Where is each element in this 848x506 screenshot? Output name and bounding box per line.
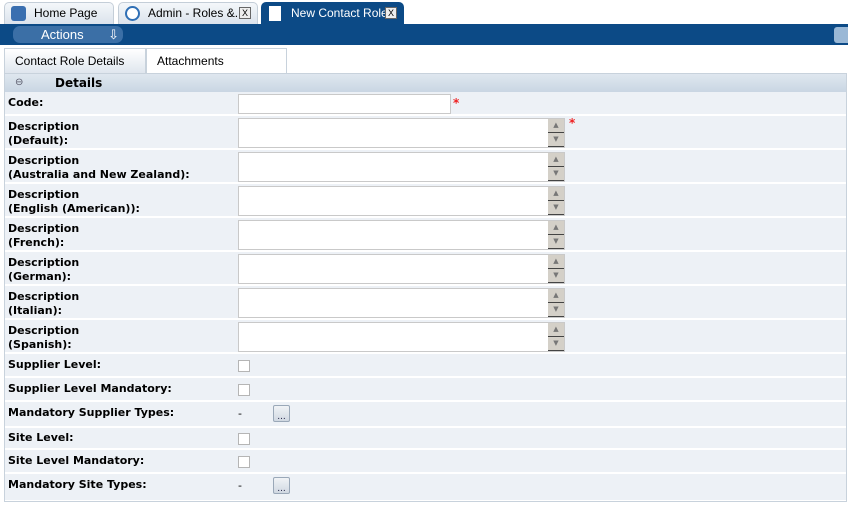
description-textarea[interactable]: ▲ ▼ (238, 186, 565, 216)
supplier-level-mandatory-checkbox[interactable] (238, 384, 250, 396)
close-icon[interactable]: X (239, 7, 251, 19)
site-level-label: Site Level: (8, 431, 74, 444)
description-textarea[interactable]: ▲ ▼ (238, 220, 565, 250)
description-textarea[interactable]: ▲ ▼ (238, 152, 565, 182)
tab-new-contact-role[interactable]: New Contact Role X (261, 2, 404, 24)
scroll-up-icon[interactable]: ▲ (548, 323, 564, 337)
subtab-bar: Contact Role Details Attachments (4, 48, 847, 74)
description-row: Description (Australia and New Zealand): … (5, 150, 846, 184)
tab-bar: Home Page Admin - Roles &.. X New Contac… (0, 0, 848, 24)
subtab-contact-role-details[interactable]: Contact Role Details (4, 48, 146, 74)
section-title: Details (55, 76, 103, 90)
scroll-down-icon[interactable]: ▼ (548, 133, 564, 147)
supplier-level-row: Supplier Level: (5, 354, 846, 378)
scroll-up-icon[interactable]: ▲ (548, 153, 564, 167)
description-textarea[interactable]: ▲ ▼ (238, 322, 565, 352)
site-level-mandatory-checkbox[interactable] (238, 456, 250, 468)
description-row: Description (English (American)): ▲ ▼ (5, 184, 846, 218)
site-level-mandatory-label: Site Level Mandatory: (8, 454, 145, 467)
panel-toggle-icon[interactable] (834, 27, 848, 43)
scroll-down-icon[interactable]: ▼ (548, 269, 564, 283)
home-icon (11, 6, 26, 21)
mandatory-supplier-types-row: Mandatory Supplier Types: -... (5, 402, 846, 428)
actions-label: Actions (41, 27, 84, 42)
supplier-level-mandatory-row: Supplier Level Mandatory: (5, 378, 846, 402)
scroll-up-icon[interactable]: ▲ (548, 255, 564, 269)
description-row: Description (Italian): ▲ ▼ (5, 286, 846, 320)
mandatory-site-types-row: Mandatory Site Types: -... (5, 474, 846, 500)
scrollbar[interactable]: ▲ ▼ (548, 255, 564, 283)
select-site-types-button[interactable]: ... (273, 477, 290, 494)
scrollbar[interactable]: ▲ ▼ (548, 153, 564, 181)
scrollbar[interactable]: ▲ ▼ (548, 119, 564, 147)
scroll-down-icon[interactable]: ▼ (548, 337, 564, 351)
scroll-down-icon[interactable]: ▼ (548, 235, 564, 249)
section-header: ⊖ Details (5, 74, 846, 92)
description-label: Description (Australia and New Zealand): (8, 154, 190, 181)
scrollbar[interactable]: ▲ ▼ (548, 289, 564, 317)
document-icon (269, 6, 281, 21)
mandatory-site-types-label: Mandatory Site Types: (8, 478, 147, 491)
scrollbar[interactable]: ▲ ▼ (548, 323, 564, 351)
scroll-down-icon[interactable]: ▼ (548, 201, 564, 215)
required-marker: * (453, 96, 460, 110)
tab-label: Admin - Roles &.. (148, 6, 242, 20)
subtab-attachments[interactable]: Attachments (146, 48, 287, 74)
description-row: Description (German): ▲ ▼ (5, 252, 846, 286)
description-label: Description (French): (8, 222, 80, 249)
actions-button[interactable]: Actions ⇩ (13, 26, 123, 43)
required-marker: * (569, 116, 576, 130)
supplier-level-mandatory-label: Supplier Level Mandatory: (8, 382, 172, 395)
scroll-down-icon[interactable]: ▼ (548, 167, 564, 181)
description-textarea[interactable]: ▲ ▼ (238, 288, 565, 318)
scrollbar[interactable]: ▲ ▼ (548, 187, 564, 215)
collapse-icon[interactable]: ⊖ (15, 77, 24, 88)
description-label: Description (English (American)): (8, 188, 140, 215)
code-input[interactable] (238, 94, 451, 114)
scroll-up-icon[interactable]: ▲ (548, 187, 564, 201)
mandatory-supplier-types-value: - (238, 407, 242, 420)
description-textarea[interactable]: ▲ ▼ (238, 118, 565, 148)
details-panel: ⊖ Details Code: * Description (Default): ▲… (4, 74, 847, 502)
scroll-up-icon[interactable]: ▲ (548, 221, 564, 235)
select-supplier-types-button[interactable]: ... (273, 405, 290, 422)
code-label: Code: (8, 96, 44, 109)
site-level-row: Site Level: (5, 428, 846, 450)
supplier-level-label: Supplier Level: (8, 358, 102, 371)
scrollbar[interactable]: ▲ ▼ (548, 221, 564, 249)
scroll-up-icon[interactable]: ▲ (548, 119, 564, 133)
description-row: Description (Spanish): ▲ ▼ (5, 320, 846, 354)
site-level-mandatory-row: Site Level Mandatory: (5, 450, 846, 474)
site-level-checkbox[interactable] (238, 433, 250, 445)
tab-label: Home Page (34, 6, 98, 20)
description-label: Description (Default): (8, 120, 80, 147)
mandatory-supplier-types-label: Mandatory Supplier Types: (8, 406, 175, 419)
mandatory-site-types-value: - (238, 479, 242, 492)
tab-admin-roles[interactable]: Admin - Roles &.. X (118, 2, 258, 24)
description-row: Description (Default): ▲ ▼ * (5, 116, 846, 150)
toolbar: Actions ⇩ (0, 24, 848, 45)
tab-label: New Contact Role (291, 6, 388, 20)
scroll-down-icon[interactable]: ▼ (548, 303, 564, 317)
close-icon[interactable]: X (385, 7, 397, 19)
description-label: Description (Spanish): (8, 324, 80, 351)
description-row: Description (French): ▲ ▼ (5, 218, 846, 252)
description-label: Description (Italian): (8, 290, 80, 317)
supplier-level-checkbox[interactable] (238, 360, 250, 372)
arrow-down-icon: ⇩ (108, 27, 119, 42)
tab-home-page[interactable]: Home Page (4, 2, 114, 24)
description-textarea[interactable]: ▲ ▼ (238, 254, 565, 284)
description-label: Description (German): (8, 256, 80, 283)
code-row: Code: * (5, 92, 846, 116)
gear-icon (125, 6, 140, 21)
scroll-up-icon[interactable]: ▲ (548, 289, 564, 303)
